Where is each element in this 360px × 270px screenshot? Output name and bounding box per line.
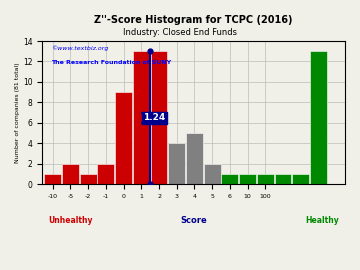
Y-axis label: Number of companies (81 total): Number of companies (81 total)	[15, 62, 20, 163]
Bar	[62, 164, 79, 184]
Bar	[310, 51, 327, 184]
Title: Z''-Score Histogram for TCPC (2016): Z''-Score Histogram for TCPC (2016)	[94, 15, 293, 25]
Text: Industry: Closed End Funds: Industry: Closed End Funds	[123, 28, 237, 37]
Bar	[292, 174, 309, 184]
Bar	[204, 164, 221, 184]
Bar	[257, 174, 274, 184]
Text: 1.24: 1.24	[144, 113, 166, 122]
Bar	[168, 143, 185, 184]
Bar	[98, 164, 114, 184]
Bar	[115, 92, 132, 184]
Bar	[275, 174, 292, 184]
Text: The Research Foundation of SUNY: The Research Foundation of SUNY	[51, 60, 171, 65]
Bar	[80, 174, 96, 184]
Bar	[133, 51, 150, 184]
Text: Healthy: Healthy	[305, 215, 339, 225]
Text: Unhealthy: Unhealthy	[48, 215, 93, 225]
Bar	[186, 133, 203, 184]
Bar	[239, 174, 256, 184]
Bar	[44, 174, 61, 184]
Text: Score: Score	[180, 215, 207, 225]
Bar	[150, 51, 167, 184]
Bar	[221, 174, 238, 184]
Text: ©www.textbiz.org: ©www.textbiz.org	[51, 45, 109, 51]
